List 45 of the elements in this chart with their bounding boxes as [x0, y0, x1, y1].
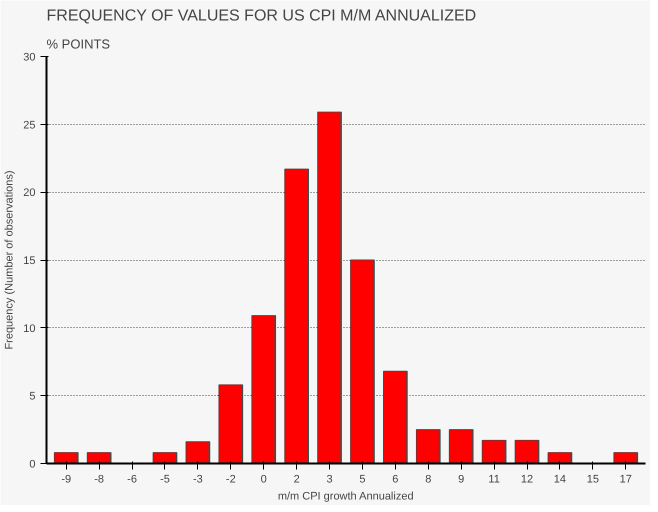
- x-tick-label: -3: [193, 474, 203, 486]
- x-tick-label: 6: [392, 474, 398, 486]
- bar: [548, 452, 572, 464]
- y-axis-title: Frequency (Number of observations): [3, 170, 16, 350]
- chart-title: FREQUENCY OF VALUES FOR US CPI M/M ANNUALIZED: [46, 8, 476, 24]
- y-tick-label: 0: [29, 458, 36, 470]
- x-tick-label: -8: [94, 474, 104, 486]
- x-tick-label: -9: [61, 474, 72, 486]
- chart-subtitle: % POINTS: [46, 36, 110, 52]
- bar: [317, 112, 342, 464]
- y-tick-label: 30: [23, 52, 36, 64]
- bar: [416, 429, 441, 464]
- y-tick-label: 20: [23, 187, 36, 200]
- x-tick-label: 11: [488, 474, 500, 486]
- x-axis-title: m/m CPI growth Annualized: [278, 490, 414, 502]
- bar: [613, 452, 638, 464]
- x-tick-label: -5: [160, 474, 170, 486]
- x-tick-label: 14: [554, 474, 566, 486]
- bar: [54, 452, 79, 464]
- x-tick-label: -2: [226, 474, 236, 486]
- bar: [86, 452, 112, 464]
- x-tick-label: 3: [326, 474, 333, 486]
- x-tick-label: 15: [586, 474, 599, 486]
- bar: [350, 260, 375, 464]
- bar: [448, 429, 474, 464]
- x-tick-label: 5: [359, 474, 366, 486]
- y-tick-label: 25: [23, 119, 36, 132]
- y-tick-label: 5: [29, 390, 36, 403]
- bar: [482, 440, 506, 464]
- x-tick-label: 12: [520, 474, 534, 486]
- bar: [514, 440, 540, 464]
- bar: [284, 168, 309, 464]
- bar: [186, 441, 210, 464]
- x-tick-label: 0: [260, 474, 267, 486]
- y-tick-label: 15: [23, 255, 36, 267]
- y-tick-label: 10: [23, 322, 36, 335]
- x-tick-label: 9: [458, 474, 464, 486]
- x-tick-label: 17: [620, 474, 632, 486]
- x-tick-label: 2: [294, 474, 300, 486]
- bar: [383, 370, 408, 464]
- x-tick-label: -6: [127, 474, 137, 486]
- bar: [152, 452, 178, 464]
- bar: [218, 384, 244, 464]
- x-tick-label: 8: [425, 474, 432, 486]
- bar: [251, 315, 276, 464]
